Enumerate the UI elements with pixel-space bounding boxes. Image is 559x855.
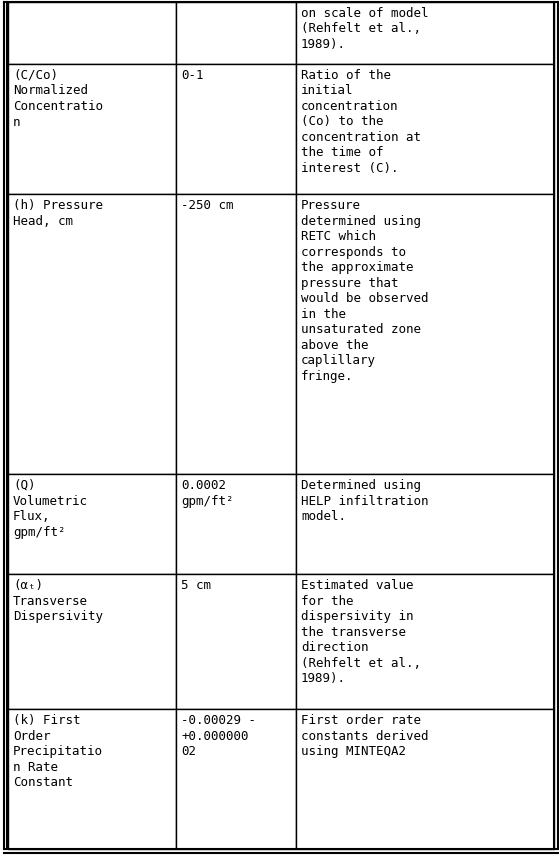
Text: Determined using
HELP infiltration
model.: Determined using HELP infiltration model… — [301, 479, 429, 523]
Text: Ratio of the
initial
concentration
(Co) to the
concentration at
the time of
inte: Ratio of the initial concentration (Co) … — [301, 69, 421, 175]
Bar — [176, 194, 296, 474]
Bar — [8, 64, 176, 194]
Text: -250 cm: -250 cm — [181, 199, 234, 212]
Bar — [176, 474, 296, 574]
Bar — [176, 574, 296, 709]
Bar — [176, 64, 296, 194]
Bar — [296, 64, 554, 194]
Bar — [296, 709, 554, 849]
Text: -0.00029 -
+0.000000
02: -0.00029 - +0.000000 02 — [181, 714, 256, 758]
Text: 0.0002
gpm/ft²: 0.0002 gpm/ft² — [181, 479, 234, 508]
Text: (αₜ)
Transverse
Dispersivity: (αₜ) Transverse Dispersivity — [13, 579, 103, 623]
Bar — [176, 2, 296, 64]
Text: (C/Co)
Normalized
Concentratio
n: (C/Co) Normalized Concentratio n — [13, 69, 103, 128]
Bar — [296, 574, 554, 709]
Text: Estimated value
for the
dispersivity in
the transverse
direction
(Rehfelt et al.: Estimated value for the dispersivity in … — [301, 579, 421, 685]
Text: Pressure
determined using
RETC which
corresponds to
the approximate
pressure tha: Pressure determined using RETC which cor… — [301, 199, 429, 382]
Bar — [8, 709, 176, 849]
Bar — [8, 2, 176, 64]
Bar — [176, 709, 296, 849]
Bar — [8, 574, 176, 709]
Bar — [296, 474, 554, 574]
Text: First order rate
constants derived
using MINTEQA2: First order rate constants derived using… — [301, 714, 429, 758]
Bar — [8, 194, 176, 474]
Text: (Q)
Volumetric
Flux,
gpm/ft²: (Q) Volumetric Flux, gpm/ft² — [13, 479, 88, 539]
Bar — [8, 474, 176, 574]
Text: 0-1: 0-1 — [181, 69, 203, 82]
Bar — [296, 194, 554, 474]
Text: (h) Pressure
Head, cm: (h) Pressure Head, cm — [13, 199, 103, 227]
Text: (k) First
Order
Precipitatio
n Rate
Constant: (k) First Order Precipitatio n Rate Cons… — [13, 714, 103, 789]
Text: 5 cm: 5 cm — [181, 579, 211, 592]
Text: on scale of model
(Rehfelt et al.,
1989).: on scale of model (Rehfelt et al., 1989)… — [301, 7, 429, 51]
Bar — [296, 2, 554, 64]
